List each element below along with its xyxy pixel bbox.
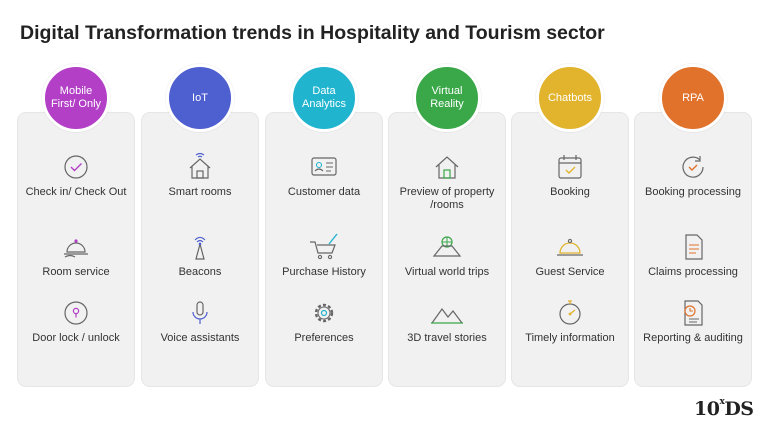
list-item: Check in/ Check Out (17, 152, 135, 199)
list-item: Room service (17, 232, 135, 279)
list-item: Voice assistants (141, 298, 259, 345)
item-label: Booking (550, 186, 590, 198)
column-card (388, 112, 506, 387)
beacon-icon (183, 232, 217, 262)
item-label: Door lock / unlock (32, 332, 120, 344)
door-lock-icon (59, 298, 93, 328)
refresh-clock-icon (676, 152, 710, 182)
column-rpa: RPA Booking processing Claims processing… (634, 64, 752, 389)
item-label: Reporting & auditing (643, 332, 743, 344)
list-item: Booking processing (634, 152, 752, 199)
item-label: Beacons (178, 266, 222, 278)
list-item: Virtual world trips (388, 232, 506, 279)
column-heading: RPA (682, 91, 704, 104)
list-item: 3D travel stories (388, 298, 506, 345)
list-item: Timely information (511, 298, 629, 345)
column-heading: IoT (192, 91, 208, 104)
item-label: Voice assistants (160, 332, 240, 344)
column-heading-badge: IoT (166, 64, 234, 132)
room-service-bell-icon (59, 232, 93, 262)
logo-main: 10 (694, 398, 720, 420)
list-item: Claims processing (634, 232, 752, 279)
brand-logo: 10xDS (694, 397, 754, 420)
list-item: Door lock / unlock (17, 298, 135, 345)
list-item: Purchase History (265, 232, 383, 279)
item-label: Preview of property /rooms (399, 186, 495, 211)
stopwatch-icon (553, 298, 587, 328)
item-label: Virtual world trips (404, 266, 490, 278)
item-label: Smart rooms (168, 186, 232, 198)
item-label: Preferences (294, 332, 354, 344)
column-heading: Virtual Reality (430, 85, 464, 110)
list-item: Preferences (265, 298, 383, 345)
item-label: Customer data (287, 186, 361, 198)
column-heading-badge: Chatbots (536, 64, 604, 132)
list-item: Beacons (141, 232, 259, 279)
id-card-icon (307, 152, 341, 182)
item-label: Booking processing (644, 186, 741, 198)
list-item: Reporting & auditing (634, 298, 752, 345)
calendar-check-icon (553, 152, 587, 182)
smart-home-icon (183, 152, 217, 182)
item-label: Room service (42, 266, 110, 278)
report-clock-icon (676, 298, 710, 328)
item-label: Purchase History (282, 266, 366, 278)
column-heading: Mobile First/ Only (50, 85, 102, 110)
column-mobile-first: Mobile First/ Only Check in/ Check Out R… (17, 64, 135, 389)
vr-globe-icon (430, 232, 464, 262)
list-item: Customer data (265, 152, 383, 199)
column-iot: IoT Smart rooms Beacons Voice assistants (141, 64, 259, 389)
column-heading: Data Analytics (301, 85, 347, 110)
logo-suffix: DS (724, 398, 754, 420)
shopping-cart-icon (307, 232, 341, 262)
list-item: Smart rooms (141, 152, 259, 199)
microphone-icon (183, 298, 217, 328)
column-card (141, 112, 259, 387)
column-virtual-reality: Virtual Reality Preview of property /roo… (388, 64, 506, 389)
column-heading-badge: Mobile First/ Only (42, 64, 110, 132)
column-card (17, 112, 135, 387)
item-label: Guest Service (535, 266, 605, 278)
item-label: 3D travel stories (407, 332, 487, 344)
service-cloche-icon (553, 232, 587, 262)
item-label: Claims processing (648, 266, 738, 278)
column-heading: Chatbots (547, 91, 593, 104)
mountains-icon (430, 298, 464, 328)
list-item: Preview of property /rooms (388, 152, 506, 212)
checkmark-circle-icon (59, 152, 93, 182)
house-icon (430, 152, 464, 182)
column-heading-badge: RPA (659, 64, 727, 132)
item-label: Check in/ Check Out (25, 186, 127, 198)
column-heading-badge: Virtual Reality (413, 64, 481, 132)
page-title: Digital Transformation trends in Hospita… (20, 22, 605, 44)
column-data-analytics: Data Analytics Customer data Purchase Hi… (265, 64, 383, 389)
item-label: Timely information (525, 332, 615, 344)
column-heading-badge: Data Analytics (290, 64, 358, 132)
column-chatbots: Chatbots Booking Guest Service Timely in… (511, 64, 629, 389)
gear-icon (307, 298, 341, 328)
list-item: Guest Service (511, 232, 629, 279)
list-item: Booking (511, 152, 629, 199)
logo-sup: x (719, 397, 725, 407)
document-icon (676, 232, 710, 262)
